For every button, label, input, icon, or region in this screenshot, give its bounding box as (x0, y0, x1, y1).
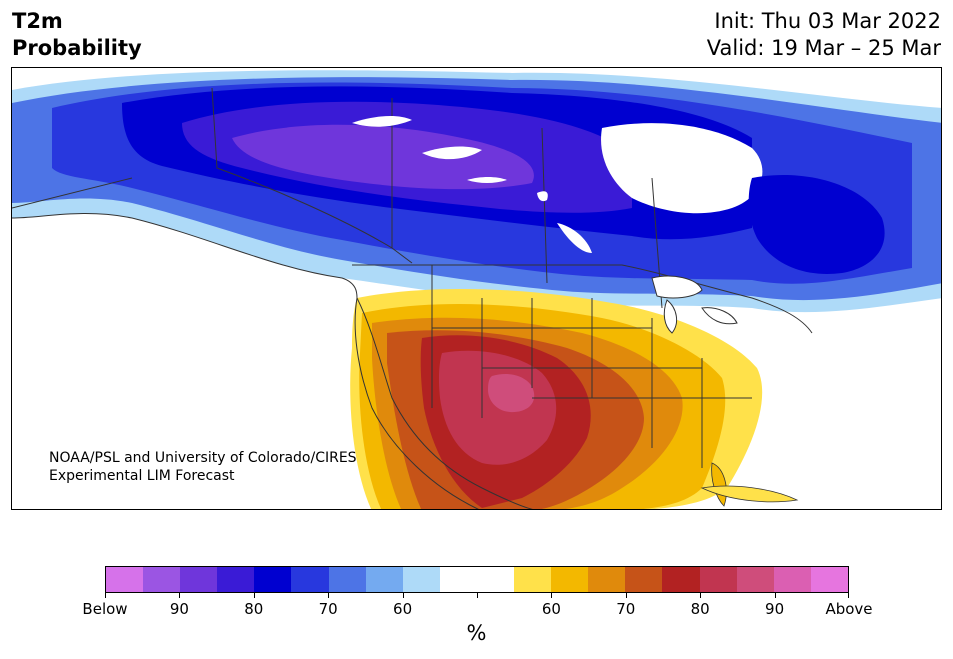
colorbar-segment (476, 567, 515, 592)
colorbar-segment (365, 567, 403, 592)
colorbar-segment (402, 567, 440, 592)
forecast-map (11, 67, 942, 510)
credit-text: NOAA/PSL and University of Colorado/CIRE… (49, 449, 357, 485)
colorbar-segment (810, 567, 848, 592)
colorbar-tick-label: 70 (318, 600, 338, 618)
great-lakes (651, 275, 738, 334)
colorbar-segment (736, 567, 774, 592)
colorbar-segment (180, 567, 218, 592)
cuba (700, 485, 799, 503)
colorbar-segment (439, 567, 477, 592)
map-title: T2m Probability (12, 8, 142, 62)
colorbar-tick-label: 90 (169, 600, 189, 618)
title-line-1: T2m (12, 9, 63, 33)
title-line-2: Probability (12, 36, 142, 60)
colorbar-segment (773, 567, 811, 592)
canadian-lakes (352, 116, 592, 253)
valid-date: Valid: 19 Mar – 25 Mar (706, 36, 941, 60)
colorbar-tick (253, 593, 255, 598)
colorbar-tick (477, 593, 478, 598)
init-date: Init: Thu 03 Mar 2022 (714, 9, 941, 33)
colorbar-tick-label: 60 (541, 600, 561, 618)
colorbar-segment (217, 567, 255, 592)
colorbar-segment (291, 567, 329, 592)
colorbar-tick (179, 593, 181, 598)
colorbar-ticks (105, 593, 849, 599)
colorbar-tick (625, 593, 627, 598)
colorbar-segment (699, 567, 737, 592)
colorbar-segment (106, 567, 144, 592)
colorbar-segment (143, 567, 181, 592)
colorbar-tick (402, 593, 404, 598)
colorbar-segment (254, 567, 292, 592)
political-boundaries (12, 87, 813, 509)
band-below-90 (232, 124, 534, 190)
map-canvas (12, 70, 941, 509)
date-info: Init: Thu 03 Mar 2022 Valid: 19 Mar – 25… (707, 8, 941, 62)
colorbar-tick (328, 593, 330, 598)
colorbar-segment (662, 567, 700, 592)
colorbar-tick (848, 593, 849, 598)
hudson-bay (601, 123, 763, 214)
colorbar-tick (105, 593, 106, 598)
colorbar-tick (551, 593, 553, 598)
colorbar-unit-label: % (466, 621, 487, 645)
eastern-canada-core (748, 174, 885, 274)
band-above-90 (488, 373, 535, 413)
colorbar-tick (774, 593, 776, 598)
colorbar-segment (514, 567, 552, 592)
colorbar-tick-label: 70 (616, 600, 636, 618)
colorbar-segment (588, 567, 626, 592)
colorbar-tick-label: 80 (244, 600, 264, 618)
colorbar-tick-label: 60 (393, 600, 413, 618)
colorbar-tick-label: Below (82, 600, 128, 618)
colorbar-tick-label: 80 (690, 600, 710, 618)
colorbar-segment (625, 567, 663, 592)
colorbar-tick-label: 90 (765, 600, 785, 618)
colorbar (105, 566, 849, 593)
credit-line-2: Experimental LIM Forecast (49, 468, 235, 484)
colorbar-segment (551, 567, 589, 592)
colorbar-tick-label: Above (825, 600, 873, 618)
colorbar-tick (700, 593, 702, 598)
band-above-85 (438, 350, 557, 465)
colorbar-segment (328, 567, 366, 592)
credit-line-1: NOAA/PSL and University of Colorado/CIRE… (49, 450, 357, 466)
coastline (12, 213, 480, 509)
